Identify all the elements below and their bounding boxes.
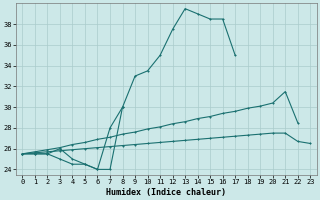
X-axis label: Humidex (Indice chaleur): Humidex (Indice chaleur) [106,188,226,197]
